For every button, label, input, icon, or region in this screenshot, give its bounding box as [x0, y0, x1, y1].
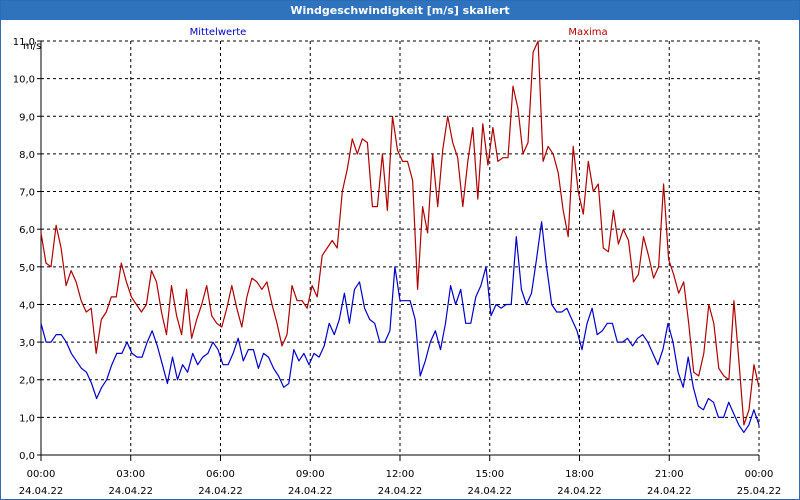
x-tick-time: 03:00	[116, 469, 145, 480]
x-tick-time: 12:00	[386, 469, 415, 480]
x-tick-time: 09:00	[296, 469, 325, 480]
y-tick-label: 11,0	[13, 37, 35, 48]
x-tick-time: 21:00	[655, 469, 684, 480]
x-tick-date: 24.04.22	[467, 486, 512, 497]
y-tick-label: 9,0	[19, 112, 35, 123]
y-tick-label: 1,0	[19, 413, 35, 424]
x-tick-date: 24.04.22	[378, 486, 423, 497]
tick-labels: 0,0 1,0 2,0 3,0 4,0 5,0 6,0 7,0 8,0 9,0 10,0 11,0 00…	[13, 37, 782, 497]
grid-lines	[40, 40, 760, 456]
y-tick-label: 10,0	[13, 75, 35, 86]
y-tick-label: 6,0	[19, 225, 35, 236]
y-tick-label: 8,0	[19, 150, 35, 161]
y-tick-label: 3,0	[19, 338, 35, 349]
x-tick-time: 15:00	[475, 469, 504, 480]
x-tick-date: 24.04.22	[198, 486, 243, 497]
x-tick-date: 24.04.22	[647, 486, 692, 497]
x-tick-date: 24.04.22	[19, 486, 64, 497]
y-tick-label: 7,0	[19, 188, 35, 199]
series-line-mittelwerte	[40, 221, 760, 433]
y-tick-label: 5,0	[19, 263, 35, 274]
y-tick-label: 0,0	[19, 451, 35, 462]
y-tick-label: 4,0	[19, 300, 35, 311]
series-line-maxima	[40, 40, 760, 426]
x-tick-time: 00:00	[27, 469, 56, 480]
x-tick-time: 18:00	[565, 469, 594, 480]
window-title: Windgeschwindigkeit [m/s] skaliert	[1, 1, 799, 20]
x-tick-time: 00:00	[745, 469, 774, 480]
x-tick-date: 25.04.22	[737, 486, 782, 497]
legend-mittelwerte: Mittelwerte	[190, 27, 247, 38]
series-lines	[40, 40, 760, 433]
legend-maxima: Maxima	[568, 27, 607, 38]
y-tick-label: 2,0	[19, 376, 35, 387]
axes	[37, 40, 760, 461]
x-tick-time: 06:00	[206, 469, 235, 480]
x-tick-date: 24.04.22	[288, 486, 333, 497]
x-tick-date: 24.04.22	[108, 486, 153, 497]
y-axis-unit: m/s	[23, 41, 41, 52]
x-tick-date: 24.04.22	[557, 486, 602, 497]
